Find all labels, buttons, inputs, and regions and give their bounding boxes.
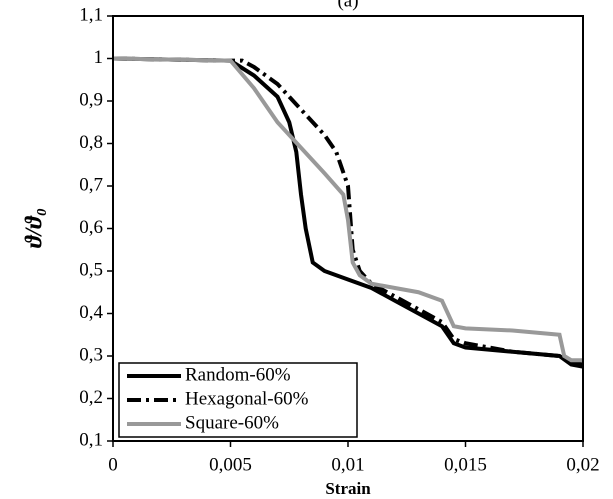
- plot-frame: [112, 15, 584, 442]
- y-tick-label: 0,4: [79, 302, 103, 323]
- y-tick-label: 1: [94, 47, 104, 68]
- y-tick-label: 0,1: [79, 429, 103, 450]
- x-tick-label: 0,02: [566, 454, 599, 475]
- legend-label: Square-60%: [185, 412, 279, 433]
- series-line: [112, 56, 583, 363]
- y-tick-label: 0,6: [79, 217, 103, 238]
- y-tick-label: 0,9: [79, 89, 103, 110]
- legend-label: Hexagonal-60%: [185, 388, 309, 409]
- x-tick-label: 0: [108, 454, 118, 475]
- x-tick-label: 0,005: [209, 454, 252, 475]
- y-tick-label: 0,8: [79, 132, 103, 153]
- x-tick-label: 0,01: [331, 454, 364, 475]
- series-line: [112, 56, 584, 367]
- legend-label: Random-60%: [185, 364, 291, 385]
- y-axis-label: ϑ/ϑ₀: [22, 208, 48, 248]
- y-tick-label: 0,3: [79, 344, 103, 365]
- y-tick-label: 0,2: [79, 387, 103, 408]
- y-tick-label: 0,5: [79, 259, 103, 280]
- x-tick-label: 0,015: [444, 454, 487, 475]
- y-tick-label: 1,1: [79, 4, 103, 25]
- y-tick-label: 0,7: [79, 174, 103, 195]
- chart-title: (a): [337, 0, 358, 11]
- x-axis-label: Strain: [325, 479, 371, 498]
